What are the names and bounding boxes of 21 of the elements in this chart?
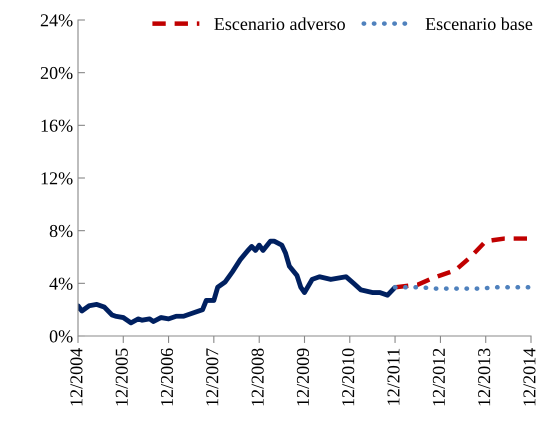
x-tick-label: 12/2005	[116, 348, 128, 406]
legend-label: Escenario adverso	[214, 17, 345, 30]
x-tick-label: 12/2009	[296, 348, 310, 406]
y-tick-label: 20%	[40, 66, 73, 80]
x-tick-label: 12/2007	[206, 348, 218, 406]
x-tick-label: 12/2011	[387, 348, 400, 405]
line-series	[78, 238, 398, 326]
x-tick-label: 12/2004	[70, 348, 83, 406]
y-tick-label: 16%	[42, 120, 73, 132]
x-tick-label: 12/2014	[523, 348, 536, 406]
x-tick-label: 12/2013	[478, 348, 490, 406]
y-tick-label: 24%	[40, 14, 73, 26]
x-tick-label: 12/2008	[252, 348, 264, 406]
legend-label: Escenario base	[426, 17, 532, 30]
x-tick-label: 12/2012	[432, 348, 445, 406]
y-tick-label: 12%	[42, 172, 73, 184]
x-tick-label: 12/2010	[342, 348, 354, 406]
y-tick-label: 0%	[50, 330, 73, 342]
y-tick-label: 4%	[49, 278, 73, 290]
y-tick-label: 8%	[50, 224, 73, 238]
x-tick-label: 12/2006	[160, 348, 174, 406]
